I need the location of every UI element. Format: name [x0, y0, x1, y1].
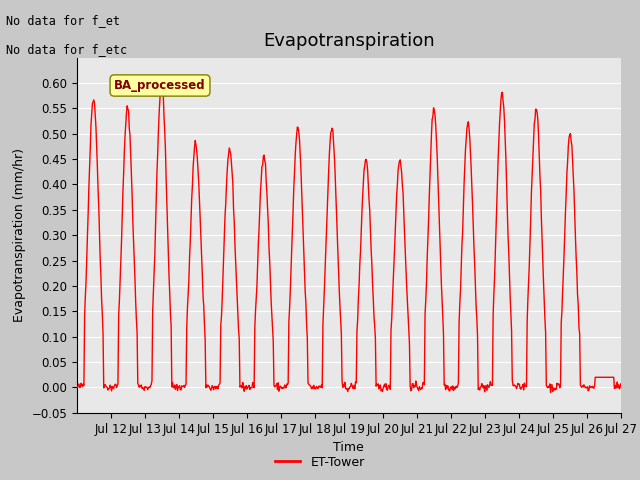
- Text: No data for f_et: No data for f_et: [6, 14, 120, 27]
- X-axis label: Time: Time: [333, 441, 364, 454]
- Text: BA_processed: BA_processed: [114, 79, 206, 92]
- Text: No data for f_etc: No data for f_etc: [6, 43, 127, 56]
- Legend: ET-Tower: ET-Tower: [270, 451, 370, 474]
- Title: Evapotranspiration: Evapotranspiration: [263, 33, 435, 50]
- Y-axis label: Evapotranspiration (mm/hr): Evapotranspiration (mm/hr): [13, 148, 26, 322]
